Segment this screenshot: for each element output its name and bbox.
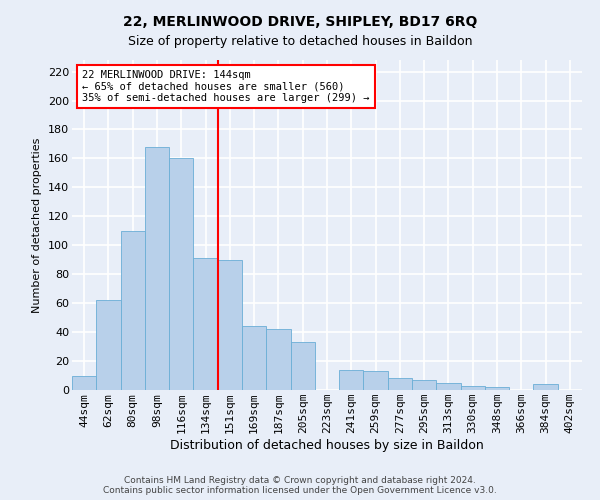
Y-axis label: Number of detached properties: Number of detached properties <box>32 138 43 312</box>
Bar <box>193 258 218 390</box>
Text: Size of property relative to detached houses in Baildon: Size of property relative to detached ho… <box>128 35 472 48</box>
Text: Contains HM Land Registry data © Crown copyright and database right 2024.
Contai: Contains HM Land Registry data © Crown c… <box>103 476 497 495</box>
Bar <box>485 387 509 390</box>
Bar <box>436 383 461 390</box>
Bar <box>218 260 242 390</box>
Text: 22, MERLINWOOD DRIVE, SHIPLEY, BD17 6RQ: 22, MERLINWOOD DRIVE, SHIPLEY, BD17 6RQ <box>123 15 477 29</box>
Bar <box>242 326 266 390</box>
Bar <box>461 386 485 390</box>
Bar <box>388 378 412 390</box>
X-axis label: Distribution of detached houses by size in Baildon: Distribution of detached houses by size … <box>170 439 484 452</box>
Bar <box>364 371 388 390</box>
Bar <box>72 376 96 390</box>
Bar <box>121 231 145 390</box>
Bar <box>412 380 436 390</box>
Bar <box>96 300 121 390</box>
Bar <box>145 147 169 390</box>
Text: 22 MERLINWOOD DRIVE: 144sqm
← 65% of detached houses are smaller (560)
35% of se: 22 MERLINWOOD DRIVE: 144sqm ← 65% of det… <box>82 70 370 103</box>
Bar <box>339 370 364 390</box>
Bar <box>266 329 290 390</box>
Bar <box>290 342 315 390</box>
Bar <box>169 158 193 390</box>
Bar <box>533 384 558 390</box>
